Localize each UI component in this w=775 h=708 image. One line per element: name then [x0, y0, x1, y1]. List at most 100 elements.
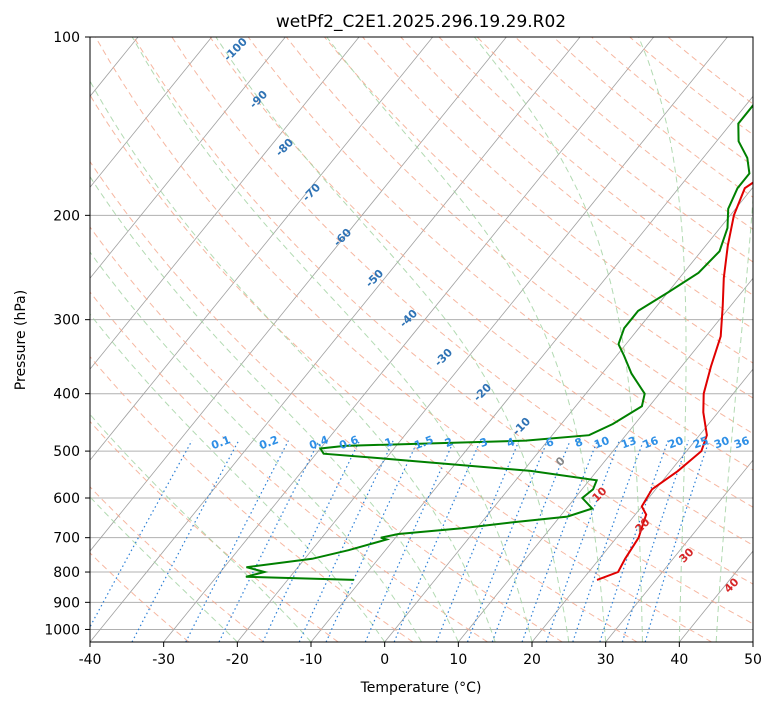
x-tick-label: 40: [670, 652, 688, 668]
x-tick-label: -20: [226, 652, 249, 668]
mixing-ratio-label: 0.1: [209, 433, 232, 452]
dry-adiabat-line: [438, 37, 753, 296]
isotherm-label: -40: [397, 307, 420, 330]
x-tick-label: 30: [597, 652, 615, 668]
mixing-ratio-label: 1: [383, 435, 395, 450]
moist-adiabat-line: [215, 37, 570, 642]
isotherm-line: [163, 37, 655, 642]
mixing-ratio-lines: [90, 440, 710, 642]
moist-adiabat-line: [90, 496, 238, 642]
x-tick-label: -10: [300, 652, 323, 668]
dry-adiabat-line: [400, 37, 753, 330]
dry-adiabat-line: [171, 37, 753, 546]
y-tick-label: 600: [53, 491, 80, 507]
moist-adiabat-line: [90, 80, 496, 642]
mixing-ratio-line: [644, 440, 710, 642]
moist-adiabat-line: [90, 313, 386, 642]
isotherm-line: [752, 641, 753, 642]
isotherm-line: [605, 459, 753, 642]
mixing-ratio-line: [521, 440, 598, 642]
isotherm-label: 40: [722, 575, 742, 595]
mixing-ratio-label: 10: [592, 434, 611, 452]
y-axis-label: Pressure (hPa): [13, 290, 29, 390]
mixing-ratio-label: 20: [666, 434, 685, 452]
x-tick-label: -40: [79, 652, 102, 668]
dry-adiabat-line: [90, 226, 563, 642]
moist-adiabat-line: [90, 175, 459, 642]
plot-frame: [89, 36, 754, 643]
mixing-ratio-line: [131, 440, 240, 642]
mixing-ratio-label: 8: [573, 435, 585, 450]
isotherm-line: [90, 37, 360, 370]
x-axis-label: Temperature (°C): [360, 680, 482, 696]
mixing-ratio-line: [572, 440, 645, 642]
x-tick-label: -30: [152, 652, 175, 668]
x-tick-label: 20: [523, 652, 541, 668]
isotherm-label: 0: [553, 454, 568, 469]
dry-adiabat-line: [90, 94, 712, 642]
mixing-ratio-label: 6: [544, 435, 556, 450]
dry-adiabat-line: [90, 291, 488, 642]
y-tick-label: 400: [53, 387, 80, 403]
mixing-ratio-label: 0.2: [257, 433, 280, 452]
x-tick-label: 50: [744, 652, 762, 668]
isotherm-line: [384, 186, 753, 642]
background-lines: [0, 37, 753, 642]
chart-title: wetPf2_C2E1.2025.296.19.29.R02: [276, 12, 566, 32]
mixing-ratio-label: 30: [712, 434, 731, 452]
dry-adiabat-line: [553, 37, 753, 198]
mixing-ratio-line: [545, 440, 620, 642]
isotherm-label: 20: [633, 515, 653, 535]
dry-adiabat-line: [90, 355, 414, 642]
mixing-ratio-line: [325, 440, 419, 642]
isotherm-label: -70: [300, 181, 323, 204]
mixing-ratio-label: 1.5: [412, 433, 435, 452]
isotherm-line: [90, 37, 286, 279]
moist-adiabat-line: [131, 37, 533, 642]
mixing-ratio-line: [435, 440, 520, 642]
dry-adiabat-line: [95, 37, 753, 625]
isotherm-label: 10: [590, 484, 610, 504]
series-line-1: [596, 181, 753, 581]
moist-adiabat-line: [326, 37, 607, 642]
dry-adiabat-line: [90, 160, 638, 642]
mixing-ratio-label: 0.4: [307, 433, 330, 452]
dry-adiabat-line: [247, 37, 753, 471]
isotherm-line: [531, 368, 753, 642]
isotherm-label: -10: [510, 415, 533, 438]
x-tick-label: 0: [380, 652, 389, 668]
isotherm-label: -50: [363, 267, 386, 290]
y-axis-ticks: 100 200 300 400 500 600 700 800 900 1000: [44, 30, 90, 638]
moist-adiabat-line: [715, 193, 753, 642]
moist-adiabat-line: [90, 413, 312, 642]
isotherm-line: [310, 95, 753, 642]
mixing-ratio-line: [393, 440, 481, 642]
isotherm-label: -20: [471, 381, 494, 404]
isotherm-line: [90, 37, 434, 461]
y-tick-label: 200: [53, 208, 80, 224]
isotherm-line: [237, 37, 728, 642]
mixing-ratio-line: [466, 440, 549, 642]
y-tick-label: 800: [53, 565, 80, 581]
mixing-ratio-label: 2: [443, 435, 455, 450]
series-lines: [245, 103, 753, 581]
x-axis-ticks: -40 -30 -20 -10 0 10 20 30 40 50: [79, 642, 762, 668]
y-tick-label: 1000: [44, 622, 80, 638]
series-line-2: [245, 103, 753, 581]
isotherm-label: -90: [247, 88, 270, 111]
plot-area: -100-90-80-70-60-50-40-30-20-10010203040…: [0, 37, 753, 642]
y-tick-label: 100: [53, 30, 80, 46]
mixing-ratio-line: [185, 440, 290, 642]
isotherm-line: [458, 277, 753, 642]
moist-adiabat-line: [90, 251, 422, 642]
isotherm-line: [90, 37, 581, 642]
dry-adiabat-line: [476, 37, 753, 263]
isotherm-line: [0, 37, 64, 642]
line-labels: -100-90-80-70-60-50-40-30-20-10010203040…: [209, 37, 751, 596]
isotherm-line: [90, 37, 507, 552]
mixing-ratio-label: 25: [691, 434, 710, 451]
y-tick-label: 500: [53, 444, 80, 460]
mixing-ratio-label: 0.6: [337, 433, 360, 452]
y-tick-label: 700: [53, 531, 80, 547]
dry-adiabat-line: [514, 37, 753, 230]
